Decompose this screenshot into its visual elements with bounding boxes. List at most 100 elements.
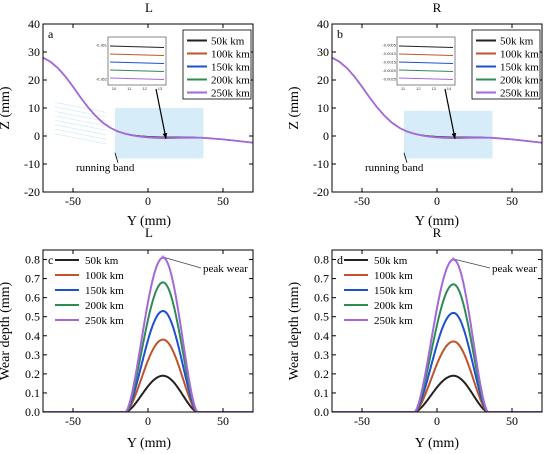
inset-series-line [109, 45, 165, 48]
inset-series-line [398, 45, 454, 48]
zoom-arrow [155, 88, 167, 139]
legend-entry: 100k km [211, 49, 250, 61]
y-tick-label: 0 [34, 129, 40, 143]
inset-x-tick: 10 [112, 86, 117, 91]
x-tick-label: 50 [217, 194, 229, 208]
y-tick-label: 0.1 [314, 386, 329, 400]
legend-entry: 250k km [85, 315, 124, 327]
wear-series-line [332, 340, 542, 412]
running-band-label: running band [365, 162, 424, 174]
legend-entry: 50k km [211, 36, 245, 48]
legend-entry: 250k km [374, 315, 413, 327]
legend-entry: 50k km [85, 255, 119, 267]
inset-x-tick: 14 [447, 86, 452, 91]
y-tick-label: 40 [28, 17, 40, 31]
chart-title: R [433, 0, 442, 15]
y-axis-label: Wear depth (mm) [287, 281, 302, 380]
running-band-pointer [403, 152, 408, 163]
zoom-arrow [444, 88, 456, 139]
x-tick-label: 50 [217, 414, 229, 428]
x-tick-label: 0 [145, 414, 151, 428]
wear-series-line [43, 309, 253, 412]
plot-area [43, 56, 253, 159]
y-tick-label: 0.6 [25, 291, 40, 305]
profile-series-line [43, 56, 253, 144]
legend-entry: 50k km [374, 255, 408, 267]
y-tick-label: 0.0 [25, 405, 40, 419]
running-band [115, 108, 204, 159]
zoom-inset [396, 36, 456, 86]
band-decoration-line [54, 124, 107, 136]
panel-b-profile-right: -50 0 50 40 30 20 10 0 -10 -20 R Y (mm) Z (mm) b 11 12 1… [287, 0, 543, 229]
wear-series-line [332, 311, 542, 412]
band-decoration-line [54, 110, 107, 122]
legend-entry: 250k km [500, 88, 539, 100]
y-tick-label: -10 [313, 157, 329, 171]
y-tick-label: 10 [317, 101, 329, 115]
y-tick-label: 0.8 [25, 253, 40, 267]
band-decoration-line [54, 133, 107, 145]
chart-title: L [145, 225, 153, 240]
legend-entry: 200k km [500, 75, 539, 87]
x-axis-label: Y (mm) [415, 214, 460, 229]
chart-title: L [145, 0, 153, 15]
y-tick-label: 20 [28, 73, 40, 87]
band-decoration-line [54, 102, 107, 113]
y-tick-label: 0.5 [314, 310, 329, 324]
zoom-arrow-head [451, 132, 457, 139]
legend-entry: 100k km [374, 270, 413, 282]
y-tick-label: 0.2 [314, 367, 329, 381]
peak-marker: * [452, 256, 456, 265]
y-tick-label: -10 [24, 157, 40, 171]
profile-series-line [332, 56, 542, 144]
chart-title: R [433, 225, 442, 240]
y-tick-label: 20 [317, 73, 329, 87]
x-tick-label: -50 [65, 414, 81, 428]
plot-area [332, 56, 542, 159]
legend-entry: 150k km [211, 62, 250, 74]
plot-area [332, 258, 542, 412]
panel-c-wear-left: -50 0 50 0.0 0.1 0.2 0.3 0.4 0.5 0.6 0.7 0.8 L Y (mm)… [0, 225, 254, 451]
y-tick-label: -20 [24, 185, 40, 199]
y-tick-label: 0.1 [25, 386, 40, 400]
inset-y-tick: -0.0005 [382, 43, 396, 48]
inset-y-tick: -0.361 [96, 43, 108, 48]
panel-d-wear-right: -50 0 50 0.0 0.1 0.2 0.3 0.4 0.5 0.6 0.7 0.8 R Y (mm)… [287, 225, 543, 451]
legend-entry: 200k km [374, 300, 413, 312]
panel-label: b [337, 27, 343, 41]
inset-series-line [109, 69, 165, 72]
running-band-pointer [114, 152, 119, 163]
inset-x-tick: 11 [127, 86, 132, 91]
running-band-label: running band [76, 162, 135, 174]
y-tick-label: 0.4 [314, 329, 329, 343]
y-tick-label: 0.7 [25, 272, 40, 286]
x-tick-label: 0 [434, 194, 440, 208]
inset-y-tick: -0.0020 [382, 68, 396, 73]
inset-y-tick: -0.0010 [382, 51, 396, 56]
inset-series-line [398, 77, 454, 80]
inset-y-tick: -0.0015 [382, 60, 396, 65]
plot-area [43, 256, 253, 412]
y-axis-label: Z (mm) [0, 86, 13, 129]
x-tick-label: -50 [65, 194, 81, 208]
x-axis-label: Y (mm) [415, 436, 460, 451]
y-tick-label: 40 [317, 17, 329, 31]
y-axis-label: Wear depth (mm) [0, 281, 13, 380]
inset-series-line [398, 61, 454, 64]
inset-series-line [398, 69, 454, 72]
inset-y-tick: -0.362 [96, 77, 108, 82]
y-tick-label: 0.5 [25, 310, 40, 324]
y-tick-label: 0.4 [25, 329, 40, 343]
x-tick-label: -50 [354, 414, 370, 428]
x-axis-label: Y (mm) [127, 436, 172, 451]
band-decoration-line [54, 128, 107, 140]
inset-x-tick: 12 [142, 86, 147, 91]
inset-x-tick: 12 [416, 86, 421, 91]
wear-series-line [43, 338, 253, 412]
inset-x-tick: 13 [158, 86, 163, 91]
peak-wear-pointer [455, 259, 491, 269]
y-tick-label: 30 [28, 45, 40, 59]
y-tick-label: 0.6 [314, 291, 329, 305]
x-tick-label: 50 [506, 414, 518, 428]
